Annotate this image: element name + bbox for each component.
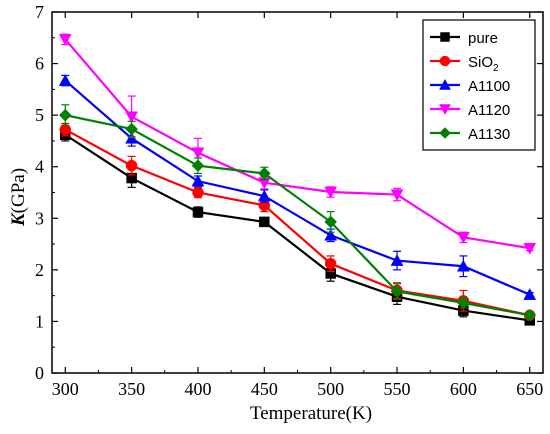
y-tick-label: 0 [35, 363, 44, 383]
data-point [457, 296, 470, 310]
data-point [192, 186, 204, 199]
x-tick-label: 650 [516, 379, 543, 399]
data-point [125, 111, 139, 124]
data-point [191, 159, 205, 173]
legend-label-main: A1100 [468, 78, 510, 95]
data-point [324, 228, 338, 241]
data-point [390, 285, 404, 298]
y-tick-label: 2 [35, 260, 44, 280]
plot-area: 300 350 400 450 500 550 600 650 0 1 2 3 4 5 6 7 [35, 2, 544, 399]
data-point [439, 55, 451, 67]
x-axis-title: Temperature(K) [250, 403, 372, 424]
series-line [64, 128, 530, 317]
x-tick-label: 550 [384, 379, 411, 399]
legend: pure SiO2 A1100 A1120 A1130 [422, 19, 536, 151]
x-tick-label: 450 [251, 379, 278, 399]
legend-label: A1100 [468, 78, 510, 95]
data-point [523, 288, 537, 300]
data-point [125, 122, 138, 136]
data-point [58, 74, 72, 86]
data-point [324, 257, 337, 270]
y-tick-label: 6 [35, 54, 44, 74]
data-point [523, 308, 537, 322]
legend-item: pure [430, 30, 498, 47]
data-point [390, 254, 404, 266]
data-point [439, 127, 451, 139]
legend-label: SiO2 [468, 54, 499, 74]
data-point [523, 242, 537, 255]
legend-item: SiO2 [430, 54, 499, 74]
legend-label: pure [468, 30, 498, 47]
x-tick-label: 300 [52, 379, 79, 399]
legend-label-subscript: 2 [493, 63, 499, 74]
legend-item: A1100 [430, 78, 510, 95]
data-point [58, 108, 72, 122]
series-sio2 [59, 122, 536, 321]
series-line [65, 114, 530, 317]
series-line [64, 133, 530, 322]
data-point [390, 189, 404, 202]
data-point [440, 32, 450, 42]
data-point [257, 189, 271, 202]
data-point [456, 259, 470, 272]
data-point [439, 78, 451, 90]
y-tick-label: 1 [35, 311, 44, 331]
y-axis-title-symbol: K [8, 212, 29, 227]
legend-label: A1120 [468, 102, 510, 119]
x-tick-label: 400 [184, 379, 211, 399]
legend-label-main: pure [468, 30, 498, 47]
y-tick-label: 4 [35, 157, 44, 177]
data-point [259, 216, 270, 228]
series-line [64, 38, 530, 250]
data-point [58, 34, 72, 46]
y-axis-title-unit: (GPa) [8, 168, 29, 213]
data-point [439, 104, 451, 116]
series-a1130 [58, 104, 537, 322]
data-point [191, 174, 205, 187]
legend-label-main: A1120 [468, 102, 510, 119]
x-tick-label: 500 [317, 379, 344, 399]
series-line [64, 79, 531, 296]
data-point [257, 167, 271, 180]
data-point [324, 186, 338, 199]
legend-label: A1130 [468, 126, 510, 143]
legend-item: A1130 [430, 126, 510, 143]
legend-label-main: A1130 [468, 126, 510, 143]
data-point [125, 159, 138, 172]
data-point [324, 215, 338, 229]
data-point [191, 147, 205, 160]
y-tick-label: 7 [35, 2, 44, 22]
x-tick-label: 350 [118, 379, 145, 399]
y-tick-label: 3 [35, 208, 44, 228]
y-tick-label: 5 [35, 105, 44, 125]
legend-label-main: SiO [468, 54, 493, 71]
data-point [192, 206, 204, 218]
data-point [456, 232, 470, 244]
y-axis-title: K(GPa) [8, 168, 29, 227]
x-tick-label: 600 [450, 379, 477, 399]
legend-item: A1120 [430, 102, 510, 119]
